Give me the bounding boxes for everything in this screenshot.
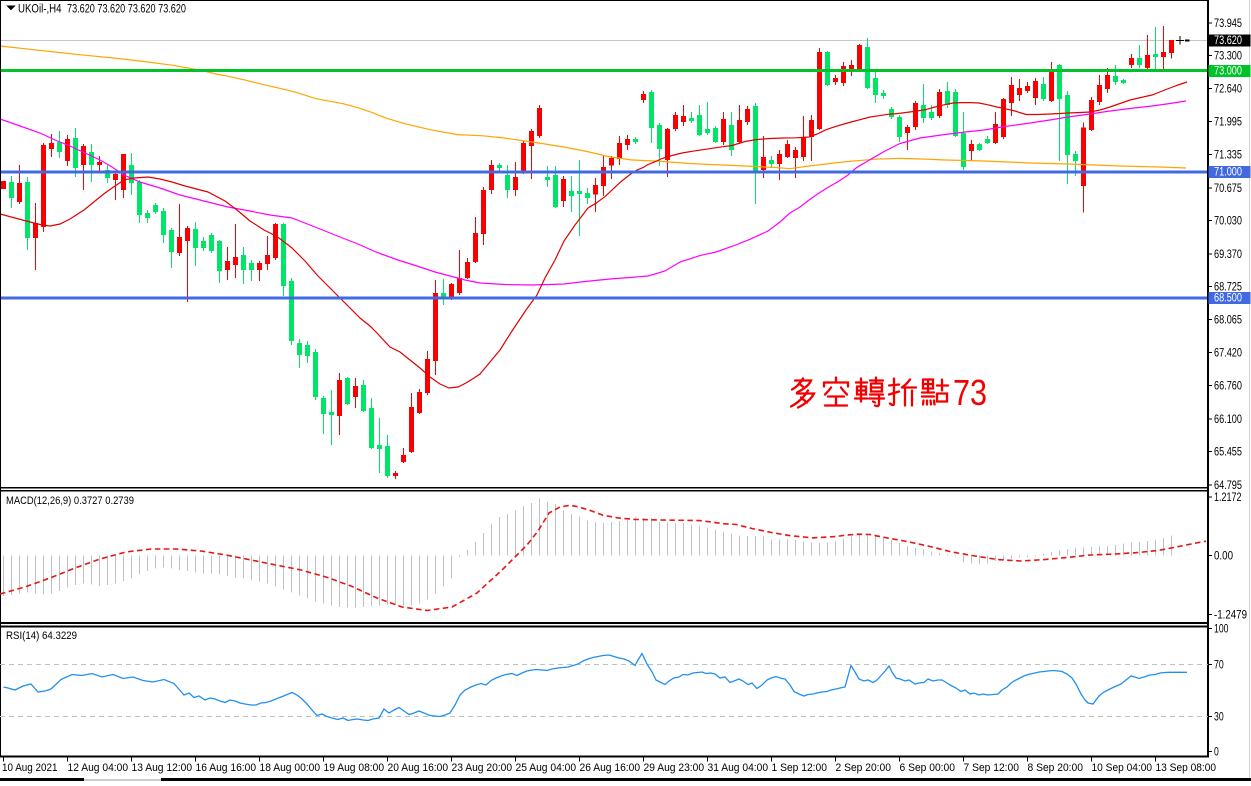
svg-text:10 Sep 04:00: 10 Sep 04:00 bbox=[1092, 762, 1153, 774]
svg-text:73.620 73.620 73.620 73.620: 73.620 73.620 73.620 73.620 bbox=[67, 4, 186, 16]
svg-text:68.065: 68.065 bbox=[1214, 315, 1242, 327]
svg-text:73: 73 bbox=[953, 372, 987, 413]
svg-text:7 Sep 12:00: 7 Sep 12:00 bbox=[964, 762, 1020, 774]
svg-text:RSI(14) 64.3229: RSI(14) 64.3229 bbox=[6, 630, 77, 642]
svg-text:71.995: 71.995 bbox=[1214, 116, 1242, 128]
svg-text:65.455: 65.455 bbox=[1214, 447, 1242, 459]
svg-text:30: 30 bbox=[1214, 712, 1224, 724]
svg-text:1 Sep 12:00: 1 Sep 12:00 bbox=[772, 762, 828, 774]
svg-text:26 Aug 16:00: 26 Aug 16:00 bbox=[580, 762, 641, 774]
svg-text:70.675: 70.675 bbox=[1214, 183, 1242, 195]
svg-text:13 Aug 12:00: 13 Aug 12:00 bbox=[132, 762, 193, 774]
svg-text:73.000: 73.000 bbox=[1214, 66, 1242, 78]
svg-text:73.620: 73.620 bbox=[1214, 35, 1242, 47]
svg-text:66.760: 66.760 bbox=[1214, 381, 1242, 393]
svg-text:1.2172: 1.2172 bbox=[1214, 492, 1242, 504]
svg-text:64.795: 64.795 bbox=[1214, 480, 1242, 492]
svg-text:31 Aug 04:00: 31 Aug 04:00 bbox=[708, 762, 769, 774]
svg-text:2 Sep 20:00: 2 Sep 20:00 bbox=[836, 762, 892, 774]
svg-text:71.000: 71.000 bbox=[1214, 167, 1242, 179]
svg-text:UKOil-,H4: UKOil-,H4 bbox=[18, 4, 62, 16]
svg-text:6 Sep 00:00: 6 Sep 00:00 bbox=[900, 762, 956, 774]
svg-text:0: 0 bbox=[1214, 747, 1219, 759]
svg-text:25 Aug 04:00: 25 Aug 04:00 bbox=[516, 762, 577, 774]
svg-text:16 Aug 16:00: 16 Aug 16:00 bbox=[196, 762, 257, 774]
svg-text:-1.2479: -1.2479 bbox=[1214, 610, 1247, 622]
svg-text:73.300: 73.300 bbox=[1214, 50, 1242, 62]
svg-text:13 Sep 08:00: 13 Sep 08:00 bbox=[1156, 762, 1217, 774]
svg-text:8 Sep 20:00: 8 Sep 20:00 bbox=[1028, 762, 1084, 774]
svg-text:67.420: 67.420 bbox=[1214, 347, 1242, 359]
svg-text:MACD(12,26,9) 0.3727 0.2739: MACD(12,26,9) 0.3727 0.2739 bbox=[6, 495, 134, 507]
svg-text:19 Aug 08:00: 19 Aug 08:00 bbox=[324, 762, 385, 774]
svg-text:20 Aug 16:00: 20 Aug 16:00 bbox=[388, 762, 449, 774]
svg-text:23 Aug 20:00: 23 Aug 20:00 bbox=[452, 762, 513, 774]
svg-text:29 Aug 23:00: 29 Aug 23:00 bbox=[644, 762, 705, 774]
svg-text:66.100: 66.100 bbox=[1214, 414, 1242, 426]
svg-text:71.335: 71.335 bbox=[1214, 150, 1242, 162]
svg-text:68.725: 68.725 bbox=[1214, 281, 1242, 293]
svg-text:18 Aug 00:00: 18 Aug 00:00 bbox=[260, 762, 321, 774]
svg-text:72.640: 72.640 bbox=[1214, 84, 1242, 96]
svg-text:70.030: 70.030 bbox=[1214, 216, 1242, 228]
svg-text:70: 70 bbox=[1214, 660, 1224, 672]
svg-text:73.945: 73.945 bbox=[1214, 18, 1242, 30]
svg-text:69.370: 69.370 bbox=[1214, 249, 1242, 261]
svg-text:68.500: 68.500 bbox=[1214, 293, 1242, 305]
svg-text:10 Aug 2021: 10 Aug 2021 bbox=[2, 762, 58, 774]
svg-text:12 Aug 04:00: 12 Aug 04:00 bbox=[68, 762, 129, 774]
svg-text:0.00: 0.00 bbox=[1214, 551, 1233, 563]
svg-text:100: 100 bbox=[1214, 623, 1229, 635]
